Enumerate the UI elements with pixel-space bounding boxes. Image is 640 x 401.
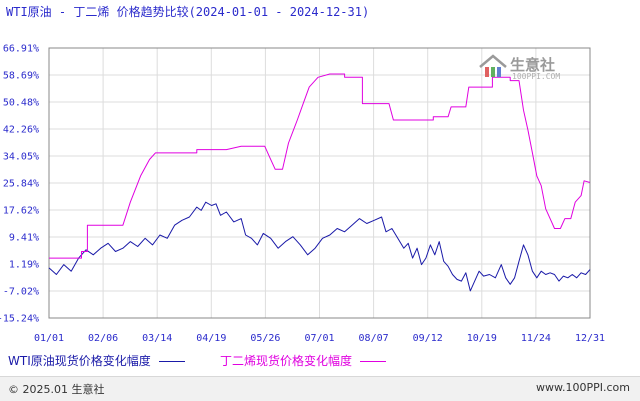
house-icon: [479, 54, 507, 77]
legend-swatch-wti: [158, 361, 185, 362]
y-tick-label: 25.84%: [3, 179, 39, 190]
x-tick-label: 03/14: [142, 333, 172, 344]
x-axis-ticks: 01/01 02/06 03/14 04/19 05/26 07/01 08/07 09/12…: [34, 333, 605, 344]
plot-frame: [48, 47, 591, 319]
y-tick-label: 58.69%: [3, 71, 39, 82]
legend-item-wti: WTI原油现货价格变化幅度: [8, 352, 185, 369]
x-tick-label: 11/24: [521, 333, 551, 344]
y-axis-ticks: 66.91% 58.69% 50.48% 42.26% 34.05% 25.84% 17.6…: [0, 44, 39, 325]
footer-copyright: © 2025.01 生意社: [8, 383, 105, 396]
chart-title: WTI原油 - 丁二烯 价格趋势比较(2024-01-01 - 2024-12-…: [6, 5, 370, 19]
x-tick-label: 01/01: [34, 333, 64, 344]
x-tick-label: 10/19: [467, 333, 497, 344]
series-line-wti: [48, 201, 591, 292]
y-tick-label: 17.62%: [3, 206, 39, 217]
footer-website-link[interactable]: www.100PPI.com: [536, 381, 630, 394]
legend-label-wti: WTI原油现货价格变化幅度: [8, 354, 151, 368]
x-tick-label: 08/07: [359, 333, 389, 344]
y-tick-label: 34.05%: [3, 152, 39, 163]
series-lines: [48, 73, 591, 292]
y-tick-label: -7.02%: [3, 287, 39, 298]
legend-label-butadiene: 丁二烯现货价格变化幅度: [220, 354, 353, 368]
footer-bar: © 2025.01 生意社 www.100PPI.com: [0, 376, 640, 401]
y-tick-label: 9.41%: [9, 233, 39, 244]
y-tick-label: 42.26%: [3, 125, 39, 136]
watermark-text: 生意社: [510, 56, 556, 74]
legend-swatch-butadiene: [360, 361, 387, 362]
x-tick-label: 07/01: [304, 333, 334, 344]
legend-item-butadiene: 丁二烯现货价格变化幅度: [220, 352, 387, 369]
y-tick-label: -15.24%: [0, 314, 39, 325]
grid-lines: [49, 48, 590, 318]
x-tick-label: 02/06: [88, 333, 118, 344]
x-tick-label: 09/12: [413, 333, 443, 344]
series-line-butadiene: [49, 73, 591, 259]
x-tick-label: 05/26: [250, 333, 280, 344]
y-tick-label: 66.91%: [3, 44, 39, 55]
x-tick-label: 04/19: [196, 333, 226, 344]
y-tick-label: 50.48%: [3, 98, 39, 109]
watermark-subtext: 100PPI.COM: [512, 72, 561, 81]
y-tick-label: 1.19%: [9, 260, 39, 271]
x-tick-label: 12/31: [575, 333, 605, 344]
